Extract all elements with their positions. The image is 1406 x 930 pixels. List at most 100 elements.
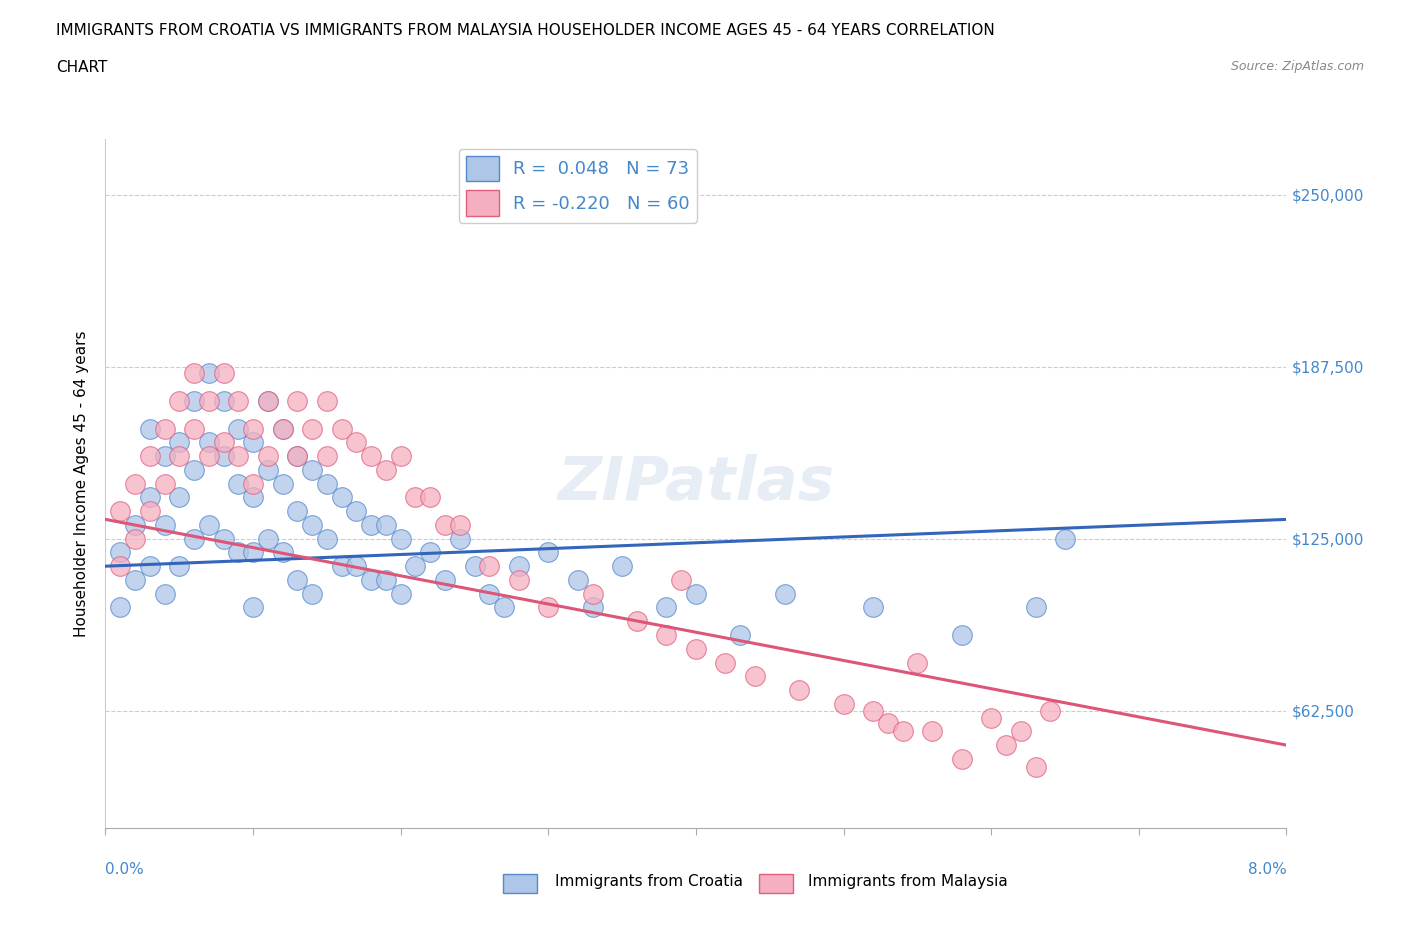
Point	[212, 531, 235, 546]
Point	[226, 448, 250, 463]
Point	[950, 628, 973, 643]
Point	[212, 435, 235, 450]
Point	[389, 586, 412, 601]
Point	[405, 490, 427, 505]
Point	[315, 476, 337, 491]
Point	[153, 517, 176, 532]
Point	[212, 448, 235, 463]
Point	[728, 628, 751, 643]
Point	[124, 531, 146, 546]
Point	[508, 573, 530, 588]
Point	[714, 655, 737, 670]
Point	[508, 559, 530, 574]
Point	[1024, 760, 1046, 775]
Point	[138, 559, 162, 574]
Point	[344, 435, 367, 450]
Point	[1010, 724, 1032, 738]
Point	[169, 559, 191, 574]
Point	[226, 476, 250, 491]
Point	[626, 614, 648, 629]
Point	[153, 448, 176, 463]
Point	[169, 490, 191, 505]
Point	[242, 476, 264, 491]
Point	[183, 421, 205, 436]
FancyBboxPatch shape	[759, 874, 793, 893]
Point	[433, 573, 456, 588]
Point	[374, 573, 396, 588]
Point	[891, 724, 914, 738]
Point	[169, 393, 191, 408]
Point	[287, 448, 309, 463]
Point	[242, 435, 264, 450]
Text: Source: ZipAtlas.com: Source: ZipAtlas.com	[1230, 60, 1364, 73]
Point	[169, 435, 191, 450]
Point	[360, 573, 382, 588]
Point	[344, 504, 367, 519]
Point	[183, 366, 205, 381]
Point	[301, 517, 323, 532]
Point	[478, 559, 501, 574]
Point	[862, 600, 884, 615]
Point	[478, 586, 501, 601]
Point	[655, 600, 678, 615]
Point	[1039, 703, 1062, 718]
Point	[685, 586, 707, 601]
Point	[464, 559, 486, 574]
Text: Immigrants from Malaysia: Immigrants from Malaysia	[808, 874, 1008, 889]
Point	[197, 366, 219, 381]
Point	[669, 573, 692, 588]
Point	[344, 559, 367, 574]
Point	[197, 517, 219, 532]
Point	[773, 586, 796, 601]
Point	[226, 421, 250, 436]
Point	[169, 448, 191, 463]
Point	[1024, 600, 1046, 615]
Point	[449, 517, 471, 532]
Point	[419, 545, 441, 560]
Point	[242, 421, 264, 436]
Point	[330, 421, 353, 436]
Point	[138, 504, 162, 519]
Point	[315, 531, 337, 546]
Point	[197, 435, 219, 450]
Point	[110, 559, 132, 574]
Point	[374, 462, 396, 477]
Point	[360, 517, 382, 532]
Point	[433, 517, 456, 532]
Point	[124, 517, 146, 532]
Point	[994, 737, 1017, 752]
Point	[183, 531, 205, 546]
Point	[271, 476, 294, 491]
Point	[110, 545, 132, 560]
Point	[138, 448, 162, 463]
Legend: R =  0.048   N = 73, R = -0.220   N = 60: R = 0.048 N = 73, R = -0.220 N = 60	[458, 149, 697, 223]
Point	[449, 531, 471, 546]
Point	[537, 545, 560, 560]
Text: Immigrants from Croatia: Immigrants from Croatia	[555, 874, 744, 889]
Text: 8.0%: 8.0%	[1247, 862, 1286, 877]
Text: 0.0%: 0.0%	[105, 862, 145, 877]
Point	[183, 462, 205, 477]
Point	[315, 448, 337, 463]
Point	[744, 669, 766, 684]
Point	[330, 490, 353, 505]
Point	[271, 545, 294, 560]
Point	[287, 573, 309, 588]
Point	[212, 366, 235, 381]
Point	[256, 531, 278, 546]
Point	[537, 600, 560, 615]
Point	[256, 393, 278, 408]
Point	[153, 421, 176, 436]
Point	[287, 393, 309, 408]
Point	[581, 586, 603, 601]
Point	[980, 711, 1002, 725]
Point	[301, 421, 323, 436]
Point	[226, 393, 250, 408]
Point	[905, 655, 928, 670]
Point	[124, 476, 146, 491]
Point	[492, 600, 515, 615]
Point	[581, 600, 603, 615]
Point	[301, 462, 323, 477]
Point	[242, 545, 264, 560]
Point	[138, 421, 162, 436]
